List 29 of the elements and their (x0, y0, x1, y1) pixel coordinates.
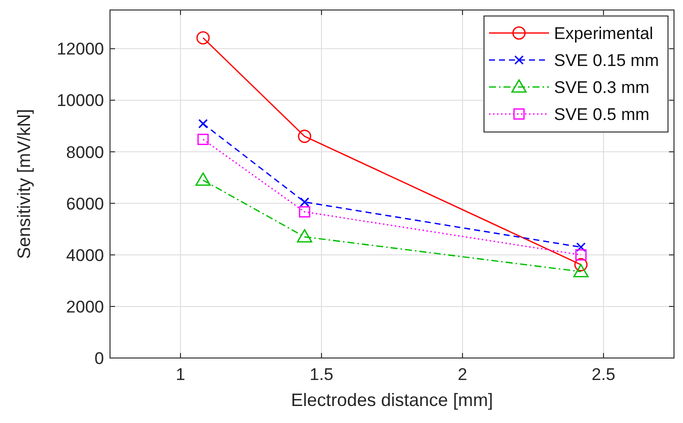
point (195, 172, 211, 186)
x-tick-label: 1.5 (310, 365, 334, 384)
x-tick-label: 2 (458, 365, 468, 384)
y-tick-label: 8000 (66, 142, 104, 162)
point (296, 229, 312, 242)
point (298, 130, 312, 143)
point (574, 258, 588, 272)
legend-label: SVE 0.5 mm (554, 105, 650, 124)
point (573, 264, 589, 278)
y-tick-label: 2000 (66, 297, 104, 316)
y-axis-title: Sensitivity [mV/kN] (14, 108, 34, 260)
legend-label: SVE 0.15 mm (554, 51, 659, 70)
y-tick-label: 0 (94, 349, 104, 368)
legend-label: SVE 0.3 mm (554, 78, 650, 97)
y-tick-label: 12000 (56, 40, 104, 59)
point (198, 118, 208, 128)
legend-label: Experimental (554, 24, 654, 43)
point (575, 249, 587, 261)
point (300, 197, 310, 207)
point (196, 31, 210, 44)
y-tick-label: 6000 (66, 194, 104, 214)
y-tick-label: 10000 (56, 91, 104, 110)
x-tick-label: 1 (176, 365, 186, 384)
x-axis-title: Electrodes distance [mm] (290, 390, 494, 410)
point (197, 134, 209, 146)
point (298, 206, 310, 218)
y-tick-label: 4000 (66, 246, 104, 265)
x-tick-label: 2.5 (592, 365, 616, 384)
point (576, 242, 586, 252)
